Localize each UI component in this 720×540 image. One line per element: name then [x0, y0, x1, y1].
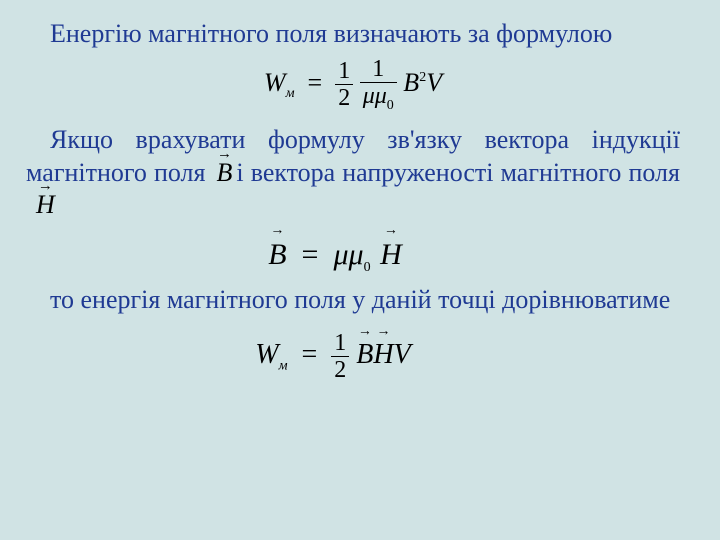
var-W: W — [264, 67, 286, 96]
formula-b-h-relation: → B = μμ0 → H — [8, 226, 662, 277]
vector-B-3: → B — [356, 327, 373, 372]
mu0-sub-2: 0 — [364, 260, 371, 275]
var-V-3: V — [394, 339, 411, 370]
paragraph-2: Якщо врахувати формулу зв'язку вектора і… — [26, 124, 680, 222]
sub-m: м — [286, 86, 295, 101]
var-B: B — [403, 67, 419, 96]
vector-H-3: → H — [373, 327, 393, 372]
var-V: V — [426, 67, 442, 96]
paragraph-2-text-b: і вектора напруженості магнітного поля — [236, 158, 680, 187]
vector-B: → B — [268, 226, 286, 274]
formula-energy: Wм = 1 2 1 μμ0 B 2 V — [26, 57, 680, 113]
formula-energy-bh: Wм = 1 2 → B → H V — [6, 327, 660, 382]
arrow-B-icon: → — [217, 147, 232, 162]
inline-vector-B: → B — [213, 157, 237, 190]
var-W-3: W — [255, 339, 278, 370]
mu-1: μ — [333, 238, 348, 271]
paragraph-3: то енергія магнітного поля у даній точці… — [26, 284, 680, 317]
arrow-B2-icon: → — [270, 224, 284, 238]
sub-m-3: м — [279, 358, 288, 373]
paragraph-1: Енергію магнітного поля визначають за фо… — [26, 18, 680, 51]
half-num: 1 — [335, 59, 353, 85]
arrow-H3-icon: → — [377, 325, 391, 339]
mu-num: 1 — [360, 57, 397, 83]
half-den: 2 — [335, 85, 353, 110]
vector-H: → H — [380, 226, 402, 274]
equals-3: = — [302, 339, 318, 370]
arrow-B3-icon: → — [358, 325, 372, 339]
document-page: Енергію магнітного поля визначають за фо… — [0, 0, 720, 392]
equals-1: = — [308, 67, 323, 96]
frac-mu: 1 μμ0 — [360, 57, 397, 113]
frac-half-3: 1 2 — [331, 331, 349, 382]
mu-den: μμ0 — [360, 83, 397, 113]
paragraph-1-text: Енергію магнітного поля визначають за фо… — [26, 19, 612, 48]
inline-vector-H: → H — [32, 189, 59, 222]
paragraph-3-text: то енергія магнітного поля у даній точці… — [26, 285, 670, 314]
arrow-H2-icon: → — [384, 224, 398, 238]
equals-2: = — [302, 238, 319, 271]
arrow-H-icon: → — [38, 179, 53, 194]
mu-2: μ — [349, 238, 364, 271]
frac-half: 1 2 — [335, 59, 353, 110]
